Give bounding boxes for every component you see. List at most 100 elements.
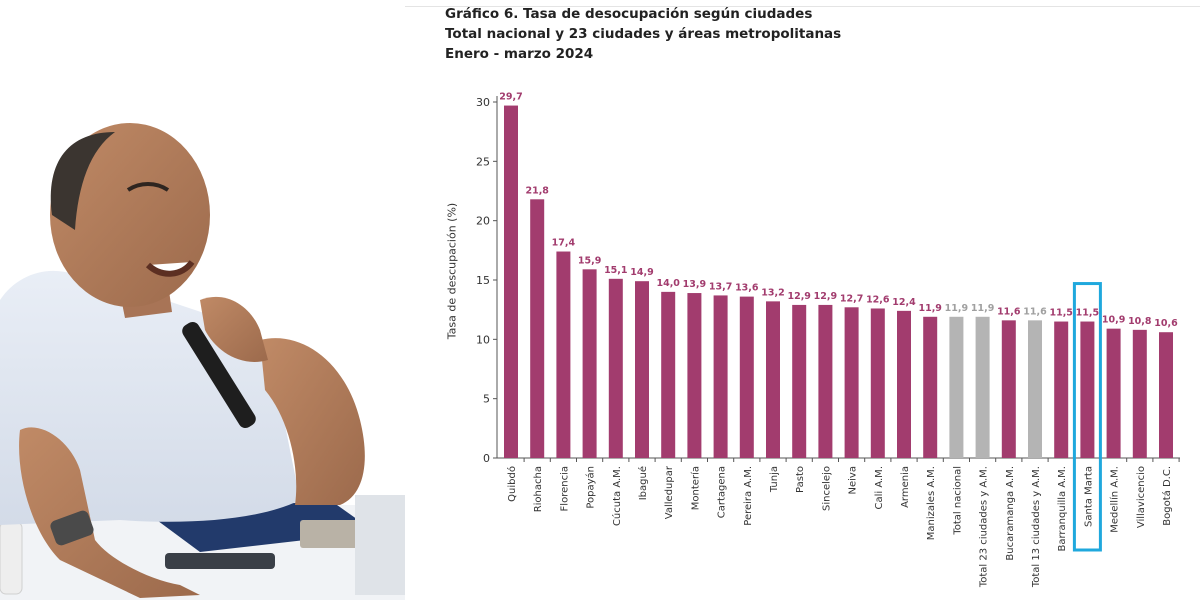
category-label: Bucaramanga A.M. — [1005, 466, 1016, 561]
value-label: 13,7 — [709, 281, 732, 292]
value-label: 13,6 — [735, 283, 759, 294]
bar — [792, 304, 807, 458]
category-label: Quibdó — [506, 466, 518, 502]
bar — [739, 296, 754, 458]
y-tick-label: 5 — [483, 393, 490, 406]
category-label: Bogotá D.C. — [1161, 466, 1173, 526]
category-label: Pereira A.M. — [743, 466, 754, 526]
y-tick-label: 20 — [476, 215, 490, 228]
highlight-box — [1072, 282, 1102, 552]
bar — [870, 308, 885, 458]
value-label: 14,9 — [630, 267, 653, 278]
category-label: Neiva — [848, 466, 859, 494]
value-label: 10,9 — [1102, 315, 1125, 326]
value-label: 11,9 — [918, 303, 941, 314]
bar — [1080, 321, 1095, 458]
value-label: 12,9 — [814, 291, 837, 302]
bar — [661, 291, 676, 458]
bar — [923, 316, 938, 458]
category-label: Montería — [689, 466, 701, 510]
y-tick-label: 15 — [476, 274, 490, 287]
eyebrow — [126, 182, 170, 192]
value-label: 15,9 — [578, 255, 601, 266]
value-label: 10,6 — [1154, 318, 1178, 329]
value-label: 11,5 — [1049, 308, 1072, 319]
category-label: Villavicencio — [1136, 466, 1147, 528]
bar — [818, 304, 833, 458]
value-label: 21,8 — [525, 185, 549, 196]
category-label: Valledupar — [664, 465, 675, 519]
bar — [1028, 320, 1042, 458]
value-label: 11,5 — [1076, 308, 1099, 319]
value-label: 12,6 — [866, 294, 890, 305]
bar — [844, 307, 859, 458]
bar — [949, 316, 964, 458]
bar — [1132, 329, 1147, 458]
bar — [766, 301, 780, 458]
category-label: Total 23 ciudades y A.M. — [979, 466, 990, 588]
left-arm — [19, 427, 201, 598]
chart-title: Gráfico 6. Tasa de desocupación según ci… — [445, 6, 813, 22]
smile — [145, 260, 195, 277]
y-tick-label: 10 — [476, 333, 490, 346]
bar — [1159, 332, 1173, 458]
category-label: Medellín A.M. — [1109, 466, 1121, 533]
speaker-illustration — [0, 0, 405, 600]
category-label: Total 13 ciudades y A.M. — [1031, 466, 1042, 588]
value-label: 13,2 — [761, 287, 784, 298]
category-label: Tunja — [769, 466, 780, 493]
bar — [713, 295, 728, 458]
category-label: Popayán — [585, 466, 597, 509]
value-label: 11,6 — [1023, 306, 1047, 317]
bar — [556, 251, 571, 458]
bar — [1106, 328, 1121, 458]
category-label: Cartagena — [717, 466, 728, 518]
value-label: 12,7 — [840, 293, 863, 304]
value-label: 29,7 — [499, 92, 522, 103]
right-forearm — [260, 338, 365, 505]
chart-period: Enero - marzo 2024 — [445, 46, 594, 62]
bar — [504, 105, 518, 458]
top-divider — [405, 6, 1200, 7]
category-label: Cúcuta A.M. — [611, 466, 623, 526]
mobile-phone — [165, 553, 275, 569]
value-label: 12,4 — [892, 297, 916, 308]
bar — [1001, 320, 1016, 458]
value-label: 11,6 — [997, 306, 1021, 317]
category-label: Pasto — [795, 466, 806, 493]
chart-panel: Gráfico 6. Tasa de desocupación según ci… — [405, 0, 1200, 600]
category-label: Ibagué — [637, 466, 649, 500]
bar — [530, 199, 545, 458]
bar — [1054, 321, 1069, 458]
value-label: 11,9 — [971, 303, 994, 314]
value-label: 12,9 — [787, 291, 810, 302]
bar — [897, 310, 911, 458]
microphone — [182, 321, 256, 429]
hand — [200, 296, 268, 362]
wristwatch — [50, 510, 94, 546]
category-label: Barranquilla A.M. — [1057, 466, 1068, 551]
category-label: Riohacha — [533, 466, 544, 512]
person — [0, 123, 365, 598]
phone — [300, 520, 360, 548]
nameplate — [355, 495, 405, 595]
y-tick-label: 30 — [476, 96, 490, 109]
value-label: 17,4 — [552, 238, 576, 249]
category-label: Sincelejo — [821, 466, 832, 511]
chart-subtitle: Total nacional y 23 ciudades y áreas met… — [445, 26, 842, 42]
value-label: 11,9 — [945, 303, 968, 314]
bar — [687, 293, 702, 458]
value-label: 13,9 — [683, 279, 706, 290]
hair — [50, 132, 115, 230]
bar — [975, 316, 990, 458]
bar-chart: 0 5 10 15 20 25 30 29,7 Quibdó 21,8 Riohacha 17,4 Fl… — [476, 92, 1180, 588]
bar — [635, 281, 649, 458]
category-label: Cali A.M. — [874, 466, 885, 510]
category-label: Santa Marta — [1083, 466, 1094, 527]
y-tick-label: 25 — [476, 155, 490, 168]
category-label: Total nacional — [952, 466, 963, 536]
category-label: Manizales A.M. — [926, 466, 937, 540]
face — [50, 123, 210, 307]
speaker-photo — [0, 0, 405, 600]
bar — [582, 269, 597, 458]
